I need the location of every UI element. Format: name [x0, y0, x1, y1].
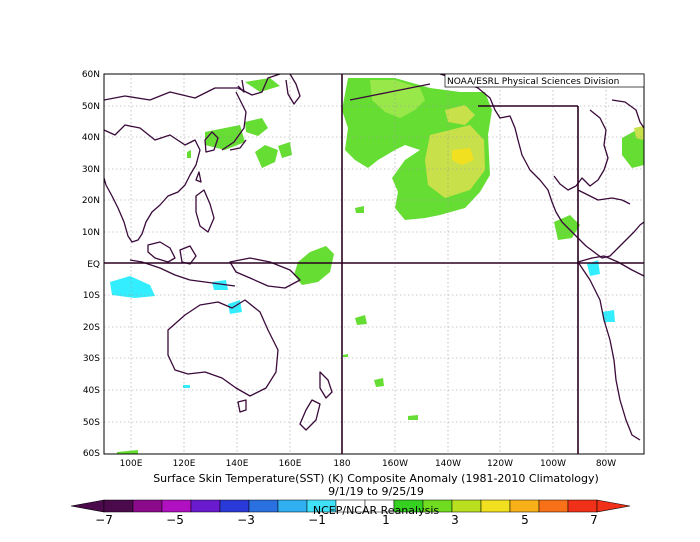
colorbar-swatch	[161, 499, 192, 513]
latitude-labels: 60N 50N 40N 30N 20N 10N EQ 10S 20S 30S 4…	[82, 70, 100, 459]
lon-label: 140E	[226, 459, 249, 469]
colorbar-swatch	[480, 499, 511, 513]
colorbar-label: −3	[237, 513, 255, 527]
colorbar-label: −5	[166, 513, 184, 527]
lon-label: 160E	[279, 459, 302, 469]
lon-label: 140W	[435, 459, 461, 469]
lon-label: 160W	[382, 459, 408, 469]
colorbar-labels: −7 −5 −3 −1 1 3 5 7	[95, 513, 598, 527]
colorbar-arrow-right	[596, 499, 631, 513]
colorbar-swatch	[219, 499, 250, 513]
coastlines	[104, 74, 644, 441]
lat-label: 50S	[83, 418, 100, 428]
colorbar-swatch	[190, 499, 221, 513]
grid-lines	[104, 74, 644, 454]
lat-label: 50N	[82, 102, 100, 112]
plot-frame	[103, 73, 645, 455]
colorbar-label: 1	[382, 513, 390, 527]
colorbar-label: −1	[308, 513, 326, 527]
colorbar-label: 5	[521, 513, 529, 527]
colorbar-label: −7	[95, 513, 113, 527]
lon-label: 100E	[120, 459, 143, 469]
credit-box	[444, 73, 645, 88]
lon-label: 80W	[596, 459, 616, 469]
region-box	[104, 74, 644, 454]
lon-label: 180	[333, 459, 350, 469]
colorbar-swatch	[103, 499, 134, 513]
colorbar-label: 3	[451, 513, 459, 527]
colorbar-swatch	[451, 499, 482, 513]
map-title: Surface Skin Temperature(SST) (K) Compos…	[153, 472, 599, 485]
lat-label: 40S	[83, 386, 100, 396]
lon-label: 100W	[540, 459, 566, 469]
lat-label: 10N	[82, 228, 100, 238]
footer-label: NCEP/NCAR Reanalysis	[313, 504, 439, 517]
colorbar-swatch	[277, 499, 308, 513]
colorbar-swatch	[132, 499, 163, 513]
colorbar-swatch	[538, 499, 569, 513]
colorbar-swatch	[248, 499, 279, 513]
credit-label: NOAA/ESRL Physical Sciences Division	[447, 77, 619, 87]
anomaly-shading	[110, 78, 644, 454]
lat-label: 60N	[82, 70, 100, 80]
colorbar-swatch	[509, 499, 540, 513]
lat-label: 30N	[82, 165, 100, 175]
colorbar-label: 7	[590, 513, 598, 527]
lat-label: 10S	[83, 291, 100, 301]
lat-label: EQ	[87, 260, 100, 270]
colorbar-arrow-left	[70, 499, 105, 513]
date-range: 9/1/19 to 9/25/19	[328, 485, 424, 498]
colorbar	[70, 499, 631, 513]
lon-label: 120E	[173, 459, 196, 469]
lat-label: 40N	[82, 133, 100, 143]
lat-label: 20S	[83, 323, 100, 333]
lon-label: 120W	[487, 459, 513, 469]
lat-label: 20N	[82, 196, 100, 206]
colorbar-swatch	[567, 499, 598, 513]
lat-label: 60S	[83, 449, 100, 459]
longitude-labels: 100E 120E 140E 160E 180 160W 140W 120W 1…	[120, 459, 617, 469]
lat-label: 30S	[83, 354, 100, 364]
